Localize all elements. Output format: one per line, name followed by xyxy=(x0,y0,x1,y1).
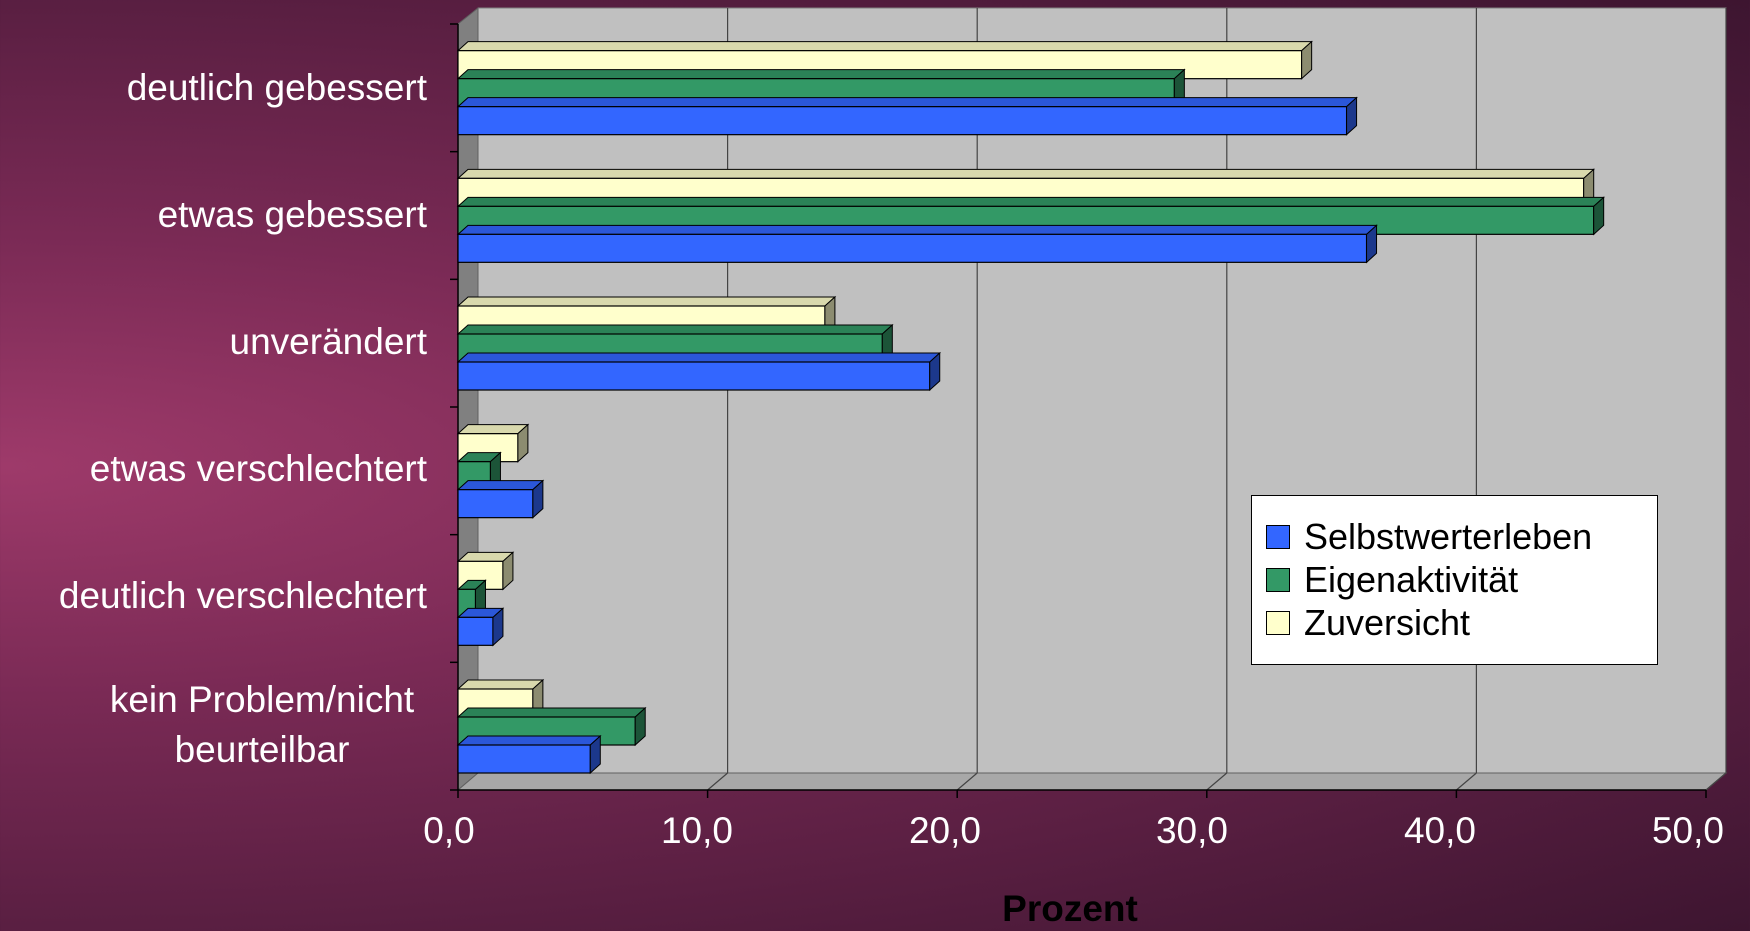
bar-eigenaktivitt-5-side xyxy=(634,706,646,747)
bar-selbstwerterleben-1 xyxy=(457,233,1368,263)
x-gridline-floor xyxy=(1456,772,1477,791)
category-label-unveraendert: unverändert xyxy=(229,321,427,362)
bar-zuversicht-1-top xyxy=(456,168,1595,179)
x-tick-label-0: 0,0 xyxy=(423,810,475,851)
bar-zuversicht-5-top xyxy=(456,679,545,690)
legend-swatch-eigenaktivitaet xyxy=(1266,568,1290,592)
bar-selbstwerterleben-4 xyxy=(457,616,494,646)
legend-item-eigenaktivitaet: Eigenaktivität xyxy=(1266,558,1518,602)
plot-floor xyxy=(456,772,1728,791)
bar-eigenaktivitt-2-top xyxy=(456,324,894,335)
legend-label-zuversicht: Zuversicht xyxy=(1304,602,1471,643)
x-gridline-floor xyxy=(956,772,978,791)
bar-selbstwerterleben-0-top xyxy=(456,97,1358,108)
category-label-deutlich-verschlechtert: deutlich verschlechtert xyxy=(58,575,427,616)
x-gridline-floor xyxy=(1206,772,1228,791)
bar-selbstwerterleben-2 xyxy=(457,361,931,391)
x-tick-label-30: 30,0 xyxy=(1155,810,1228,851)
bar-selbstwerterleben-0-side xyxy=(1346,96,1358,136)
bar-selbstwerterleben-3-side xyxy=(532,479,544,519)
category-label-etwas-gebessert: etwas gebessert xyxy=(157,194,427,235)
legend-label-eigenaktivitaet: Eigenaktivität xyxy=(1304,559,1519,600)
x-tick-label-50: 50,0 xyxy=(1651,810,1724,851)
legend-label-selbstwerterleben: Selbstwerterleben xyxy=(1304,516,1593,557)
x-axis-title: Prozent xyxy=(1002,888,1138,929)
bar-selbstwerterleben-5-top xyxy=(456,735,602,746)
x-tick-label-10: 10,0 xyxy=(660,810,733,851)
bar-eigenaktivitt-0-top xyxy=(456,69,1186,80)
category-label-kein-problem: kein Problem/nicht beurteilbar xyxy=(109,679,415,770)
bar-selbstwerterleben-5-side xyxy=(589,734,601,775)
bar-selbstwerterleben-2-top xyxy=(456,352,942,363)
legend-item-selbstwerterleben: Selbstwerterleben xyxy=(1266,515,1592,559)
bar-eigenaktivitt-5-top xyxy=(456,707,647,718)
bar-zuversicht-0-top xyxy=(456,41,1313,52)
bar-selbstwerterleben-3 xyxy=(457,489,534,519)
legend-item-zuversicht: Zuversicht xyxy=(1266,601,1470,645)
bar-eigenaktivitt-1-side xyxy=(1593,196,1605,236)
bar-selbstwerterleben-5 xyxy=(457,744,591,774)
bar-zuversicht-3-top xyxy=(456,424,530,435)
bar-selbstwerterleben-4-side xyxy=(492,607,504,647)
bar-selbstwerterleben-2-side xyxy=(929,351,941,392)
bar-zuversicht-4-side xyxy=(502,551,514,591)
category-label-etwas-verschlechtert: etwas verschlechtert xyxy=(89,448,427,489)
bar-eigenaktivitt-1-top xyxy=(456,196,1605,207)
bar-selbstwerterleben-1-side xyxy=(1366,224,1378,264)
legend: Selbstwerterleben Eigenaktivität Zuversi… xyxy=(1251,495,1658,665)
bar-selbstwerterleben-0 xyxy=(457,106,1348,136)
bar-selbstwerterleben-3-top xyxy=(456,480,545,491)
bar-selbstwerterleben-1-top xyxy=(456,224,1378,235)
bar-zuversicht-3-side xyxy=(517,423,529,463)
x-tick-label-20: 20,0 xyxy=(908,810,981,851)
x-gridline-floor xyxy=(707,772,728,791)
bar-zuversicht-0-side xyxy=(1301,40,1313,80)
legend-swatch-zuversicht xyxy=(1266,611,1290,635)
x-tick-label-40: 40,0 xyxy=(1403,810,1476,851)
legend-swatch-selbstwerterleben xyxy=(1266,525,1290,549)
category-label-deutlich-gebessert: deutlich gebessert xyxy=(126,67,427,108)
bar-zuversicht-2-top xyxy=(456,296,837,307)
x-gridline-floor xyxy=(1705,772,1727,791)
